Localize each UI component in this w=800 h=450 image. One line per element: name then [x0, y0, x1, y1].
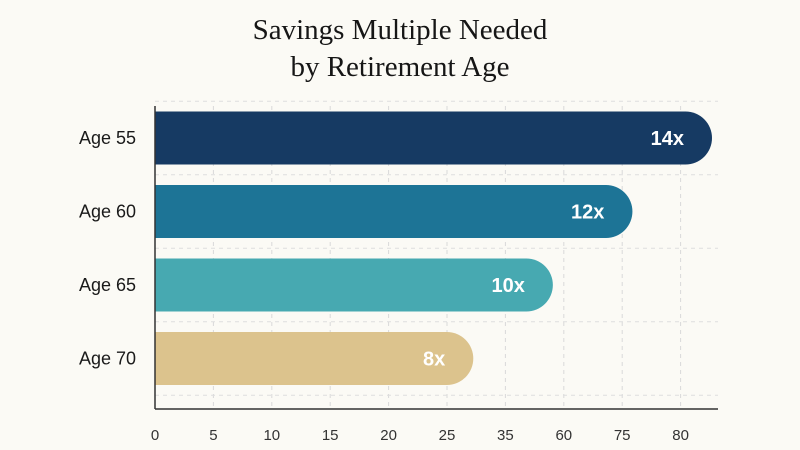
- x-tick-label: 80: [672, 427, 689, 444]
- x-tick-label: 75: [614, 427, 631, 444]
- bar-value-label: 12x: [571, 202, 604, 224]
- x-tick-label: 20: [380, 427, 397, 444]
- bar-value-label: 10x: [491, 275, 524, 297]
- x-tick-label: 0: [151, 427, 159, 444]
- bar-value-label: 14x: [651, 128, 684, 150]
- x-tick-label: 35: [497, 427, 514, 444]
- y-category-label: Age 70: [79, 349, 136, 369]
- bar-age-60: [155, 185, 633, 238]
- y-category-label: Age 65: [79, 275, 136, 295]
- bar-age-70: [155, 332, 474, 385]
- x-tick-label: 10: [263, 427, 280, 444]
- chart-title-line-1: Savings Multiple Needed: [252, 14, 548, 46]
- bar-age-55: [155, 111, 712, 165]
- chart-title: Savings Multiple Needed by Retirement Ag…: [0, 12, 800, 86]
- x-tick-label: 25: [439, 427, 456, 444]
- y-category-label: Age 55: [79, 128, 136, 148]
- x-tick-label: 60: [555, 427, 572, 444]
- bar-age-65: [155, 258, 553, 312]
- bar-value-label: 8x: [423, 349, 445, 371]
- x-tick-label: 15: [322, 427, 339, 444]
- chart-title-line-2: by Retirement Age: [290, 51, 510, 83]
- x-tick-label: 5: [209, 427, 217, 444]
- y-category-label: Age 60: [79, 202, 136, 222]
- axes-group: 0 5 10 15 20 25 35 60 75 80 Age 55 Age 60 Age 65 Age …: [79, 106, 718, 444]
- bars-group: 14x 12x 10x 8x: [155, 111, 712, 385]
